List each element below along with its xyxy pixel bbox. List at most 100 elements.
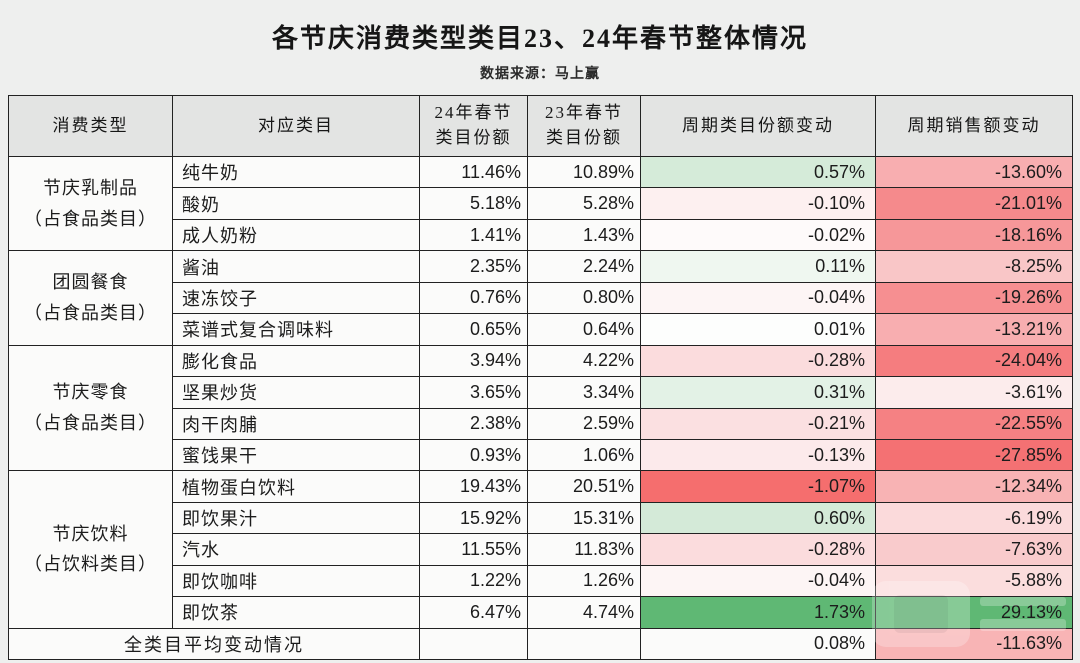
share-23-cell: 10.89% xyxy=(527,155,641,189)
column-header-2: 24年春节 类目份额 xyxy=(419,95,528,157)
share-23-cell: 4.74% xyxy=(527,596,641,629)
table-body: 节庆乳制品 （占食品类目） 纯牛奶 11.46% 10.89% 0.57% -13.60% 酸… xyxy=(8,155,1073,661)
share-23-cell: 2.24% xyxy=(527,250,641,283)
share-23-cell: 1.06% xyxy=(527,438,641,472)
share-23-cell: 15.31% xyxy=(527,501,641,535)
category-cell: 酱油 xyxy=(172,250,420,283)
share-23-cell: 11.83% xyxy=(527,533,641,566)
category-cell: 即饮咖啡 xyxy=(172,564,420,598)
share-23-cell: 0.64% xyxy=(527,313,641,346)
share-23-cell: 20.51% xyxy=(527,470,641,503)
sales-change-cell: -13.21% xyxy=(875,313,1073,346)
share-change-cell: -0.28% xyxy=(640,344,876,378)
share-24-cell: 1.22% xyxy=(419,564,528,598)
share-24-cell: 15.92% xyxy=(419,501,528,535)
sales-change-cell: -18.16% xyxy=(875,218,1073,252)
category-cell: 坚果炒货 xyxy=(172,376,420,409)
share-24-cell: 6.47% xyxy=(419,596,528,629)
category-cell: 成人奶粉 xyxy=(172,218,420,252)
table-row: 坚果炒货 3.65% 3.34% 0.31% -3.61% xyxy=(9,376,1073,409)
column-header-4: 周期类目份额变动 xyxy=(640,95,876,157)
summary-share-24-cell xyxy=(419,627,528,661)
share-24-cell: 1.41% xyxy=(419,218,528,252)
summary-row: 全类目平均变动情况 0.08% -11.63% xyxy=(8,627,1073,661)
table-row: 肉干肉脯 2.38% 2.59% -0.21% -22.55% xyxy=(9,407,1073,440)
consumption-type-cell: 团圆餐食 （占食品类目） xyxy=(8,250,173,346)
summary-sales-change-cell: -11.63% xyxy=(875,627,1073,661)
table-row: 节庆乳制品 （占食品类目） 纯牛奶 11.46% 10.89% 0.57% -13.60% xyxy=(8,155,1073,252)
sales-change-cell: -27.85% xyxy=(875,438,1073,472)
share-24-cell: 3.94% xyxy=(419,344,528,378)
category-cell: 蜜饯果干 xyxy=(172,438,420,472)
category-cell: 即饮果汁 xyxy=(172,501,420,535)
share-change-cell: -0.13% xyxy=(640,438,876,472)
share-change-cell: -0.02% xyxy=(640,218,876,252)
share-change-cell: -0.21% xyxy=(640,407,876,440)
summary-share-change-cell: 0.08% xyxy=(640,627,876,661)
consumption-type-cell: 节庆零食 （占食品类目） xyxy=(8,344,173,472)
share-24-cell: 11.55% xyxy=(419,533,528,566)
table-row: 节庆饮料 （占饮料类目） 植物蛋白饮料 19.43% 20.51% -1.07% -12.3… xyxy=(8,470,1073,629)
table-row: 酸奶 5.18% 5.28% -0.10% -21.01% xyxy=(9,187,1073,220)
share-23-cell: 2.59% xyxy=(527,407,641,440)
table-row: 菜谱式复合调味料 0.65% 0.64% 0.01% -13.21% xyxy=(9,313,1073,346)
sales-change-cell: -19.26% xyxy=(875,281,1073,315)
festival-consumption-table: 消费类型 对应类目 24年春节 类目份额 23年春节 类目份额 周期类目份额变动 周期销售额变… xyxy=(8,95,1073,661)
share-23-cell: 1.26% xyxy=(527,564,641,598)
share-23-cell: 4.22% xyxy=(527,344,641,378)
sales-change-cell: 29.13% xyxy=(875,596,1073,629)
table-row: 即饮咖啡 1.22% 1.26% -0.04% -5.88% xyxy=(9,564,1073,598)
column-header-3: 23年春节 类目份额 xyxy=(527,95,641,157)
table-header: 消费类型 对应类目 24年春节 类目份额 23年春节 类目份额 周期类目份额变动 周期销售额变… xyxy=(8,95,1073,157)
sales-change-cell: -8.25% xyxy=(875,250,1073,283)
share-24-cell: 2.35% xyxy=(419,250,528,283)
data-source-label: 数据来源：马上赢 xyxy=(480,67,600,82)
share-24-cell: 2.38% xyxy=(419,407,528,440)
sales-change-cell: -5.88% xyxy=(875,564,1073,598)
category-cell: 肉干肉脯 xyxy=(172,407,420,440)
sales-change-cell: -6.19% xyxy=(875,501,1073,535)
sales-change-cell: -12.34% xyxy=(875,470,1073,503)
category-cell: 纯牛奶 xyxy=(172,155,420,189)
consumption-type-cell: 节庆乳制品 （占食品类目） xyxy=(8,155,173,252)
table-row: 速冻饺子 0.76% 0.80% -0.04% -19.26% xyxy=(9,281,1073,315)
table-row: 成人奶粉 1.41% 1.43% -0.02% -18.16% xyxy=(9,218,1073,252)
share-change-cell: -1.07% xyxy=(640,470,876,503)
share-24-cell: 0.93% xyxy=(419,438,528,472)
share-24-cell: 11.46% xyxy=(419,155,528,189)
share-24-cell: 5.18% xyxy=(419,187,528,220)
share-change-cell: 0.11% xyxy=(640,250,876,283)
share-24-cell: 3.65% xyxy=(419,376,528,409)
share-change-cell: -0.04% xyxy=(640,281,876,315)
category-cell: 植物蛋白饮料 xyxy=(172,470,420,503)
summary-label-cell: 全类目平均变动情况 xyxy=(8,627,420,661)
share-change-cell: 1.73% xyxy=(640,596,876,629)
share-23-cell: 5.28% xyxy=(527,187,641,220)
share-24-cell: 19.43% xyxy=(419,470,528,503)
sales-change-cell: -24.04% xyxy=(875,344,1073,378)
sales-change-cell: -22.55% xyxy=(875,407,1073,440)
table-row: 团圆餐食 （占食品类目） 酱油 2.35% 2.24% 0.11% -8.25% xyxy=(8,250,1073,346)
share-23-cell: 1.43% xyxy=(527,218,641,252)
share-24-cell: 0.76% xyxy=(419,281,528,315)
column-header-5: 周期销售额变动 xyxy=(875,95,1073,157)
share-change-cell: 0.01% xyxy=(640,313,876,346)
sales-change-cell: -13.60% xyxy=(875,155,1073,189)
table-row: 即饮茶 6.47% 4.74% 1.73% 29.13% xyxy=(9,596,1073,629)
category-cell: 速冻饺子 xyxy=(172,281,420,315)
share-23-cell: 3.34% xyxy=(527,376,641,409)
share-change-cell: -0.10% xyxy=(640,187,876,220)
sales-change-cell: -3.61% xyxy=(875,376,1073,409)
table-row: 即饮果汁 15.92% 15.31% 0.60% -6.19% xyxy=(9,501,1073,535)
summary-share-23-cell xyxy=(527,627,641,661)
category-cell: 酸奶 xyxy=(172,187,420,220)
category-cell: 膨化食品 xyxy=(172,344,420,378)
sales-change-cell: -7.63% xyxy=(875,533,1073,566)
category-cell: 即饮茶 xyxy=(172,596,420,629)
table-row: 蜜饯果干 0.93% 1.06% -0.13% -27.85% xyxy=(9,438,1073,472)
share-23-cell: 0.80% xyxy=(527,281,641,315)
page-title: 各节庆消费类型类目23、24年春节整体情况 xyxy=(271,24,808,53)
title-block: 各节庆消费类型类目23、24年春节整体情况 数据来源：马上赢 xyxy=(0,0,1080,95)
share-change-cell: 0.57% xyxy=(640,155,876,189)
share-change-cell: 0.31% xyxy=(640,376,876,409)
